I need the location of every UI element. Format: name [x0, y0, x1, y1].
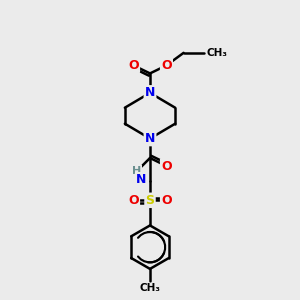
Text: H: H	[132, 166, 141, 176]
Text: N: N	[136, 173, 146, 186]
Text: S: S	[146, 194, 154, 207]
Text: CH₃: CH₃	[207, 48, 228, 58]
Text: O: O	[128, 194, 139, 207]
Text: O: O	[128, 59, 139, 72]
Text: N: N	[145, 86, 155, 99]
Text: O: O	[161, 160, 172, 172]
Text: O: O	[161, 194, 172, 207]
Text: CH₃: CH₃	[140, 283, 160, 293]
Text: N: N	[145, 132, 155, 145]
Text: O: O	[161, 59, 172, 72]
